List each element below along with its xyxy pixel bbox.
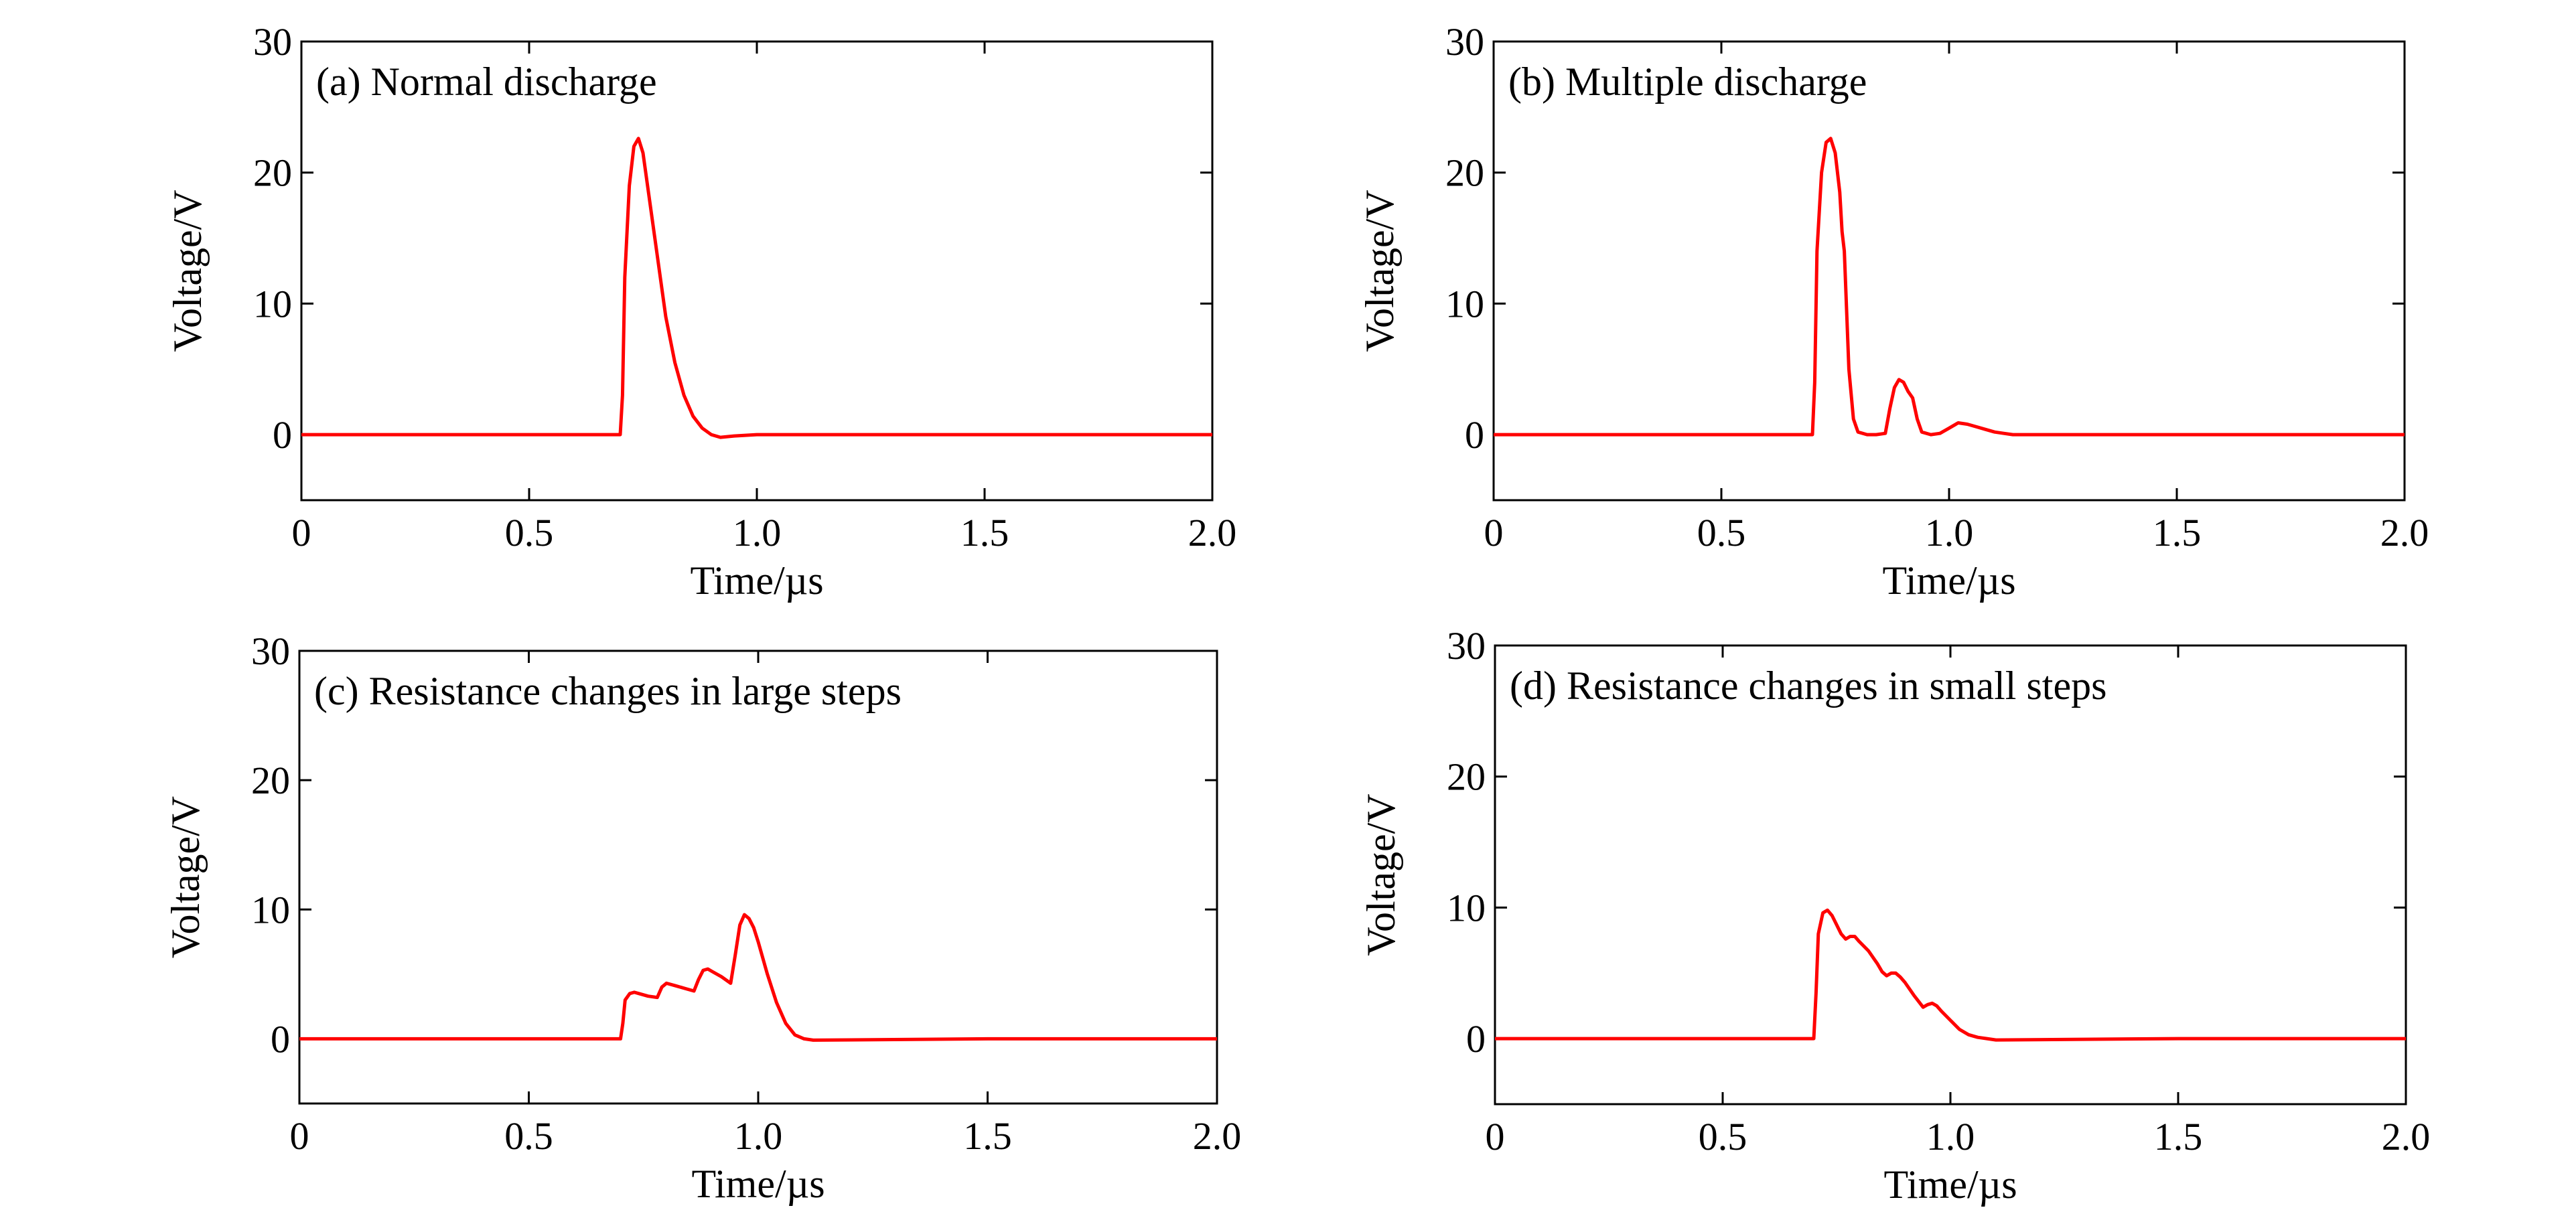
x-tick-label: 0 <box>290 1114 309 1158</box>
x-tick-label: 0 <box>1486 1115 1505 1158</box>
y-tick-label: 10 <box>1445 282 1484 325</box>
y-tick-label: 30 <box>253 20 292 64</box>
x-tick-label: 1.0 <box>734 1114 783 1158</box>
x-tick-label: 0 <box>1484 511 1504 554</box>
chart-panel-c: 0 0.5 1.0 1.5 2.0 0 10 20 30 Time/µs Voltage/V (c) … <box>163 629 1241 1206</box>
y-tick-label: 20 <box>1445 151 1484 195</box>
y-axis-title: Voltage/V <box>1358 189 1402 352</box>
y-tick-label: 0 <box>271 1017 290 1061</box>
x-tick-label: 2.0 <box>1188 511 1237 554</box>
panel-title: (d) Resistance changes in small steps <box>1510 664 2106 708</box>
axes-frame <box>298 650 1218 1105</box>
y-tick-label: 20 <box>253 151 292 195</box>
x-tick-label: 1.0 <box>1926 1115 1975 1158</box>
y-tick-label: 30 <box>1445 20 1484 64</box>
y-axis-title: Voltage/V <box>1359 793 1403 956</box>
y-tick-label: 20 <box>251 759 290 802</box>
axes-frame <box>300 40 1214 502</box>
voltage-series-line <box>301 137 1212 439</box>
voltage-series-line <box>1494 137 2405 437</box>
x-axis-title: Time/µs <box>1882 558 2015 603</box>
x-axis-title: Time/µs <box>1883 1162 2017 1207</box>
x-tick-label: 1.5 <box>2154 1115 2203 1158</box>
x-tick-label: 0.5 <box>1697 511 1746 554</box>
y-axis-title: Voltage/V <box>163 796 208 958</box>
x-tick-label: 2.0 <box>2382 1115 2431 1158</box>
x-tick-label: 1.5 <box>960 511 1009 554</box>
x-tick-label: 1.5 <box>963 1114 1012 1158</box>
y-axis-title: Voltage/V <box>165 189 210 352</box>
panel-title: (b) Multiple discharge <box>1508 60 1867 104</box>
x-tick-label: 0.5 <box>1699 1115 1747 1158</box>
x-tick-label: 2.0 <box>1193 1114 1242 1158</box>
panel-title: (c) Resistance changes in large steps <box>314 669 902 713</box>
chart-panel-a: 0 0.5 1.0 1.5 2.0 0 10 20 30 Time/µs Voltage/V (a) … <box>165 20 1236 603</box>
x-tick-label: 0.5 <box>505 511 554 554</box>
y-tick-label: 10 <box>1447 886 1486 929</box>
voltage-series-line <box>299 913 1217 1042</box>
y-tick-label: 20 <box>1447 755 1486 799</box>
x-tick-label: 1.5 <box>2153 511 2202 554</box>
axes-frame <box>1492 40 2406 502</box>
y-tick-label: 30 <box>1447 624 1486 668</box>
y-tick-label: 0 <box>1466 1017 1486 1061</box>
x-tick-label: 2.0 <box>2380 511 2429 554</box>
x-tick-label: 0 <box>292 511 311 554</box>
chart-panel-b: 0 0.5 1.0 1.5 2.0 0 10 20 30 Time/µs Voltage/V (b) … <box>1358 20 2429 603</box>
voltage-series-line <box>1495 908 2406 1042</box>
y-tick-label: 30 <box>251 629 290 673</box>
chart-panel-d: 0 0.5 1.0 1.5 2.0 0 10 20 30 Time/µs Voltage/V (d) … <box>1359 624 2430 1207</box>
panel-title: (a) Normal discharge <box>316 60 657 104</box>
x-tick-label: 0.5 <box>504 1114 553 1158</box>
y-tick-label: 10 <box>251 888 290 931</box>
y-tick-label: 0 <box>273 413 292 457</box>
x-tick-label: 1.0 <box>1925 511 1974 554</box>
x-axis-title: Time/µs <box>691 1162 825 1206</box>
axes-frame <box>1494 644 2407 1106</box>
x-tick-label: 1.0 <box>733 511 782 554</box>
x-axis-title: Time/µs <box>690 558 823 603</box>
y-tick-label: 10 <box>253 282 292 325</box>
y-tick-label: 0 <box>1465 413 1484 457</box>
